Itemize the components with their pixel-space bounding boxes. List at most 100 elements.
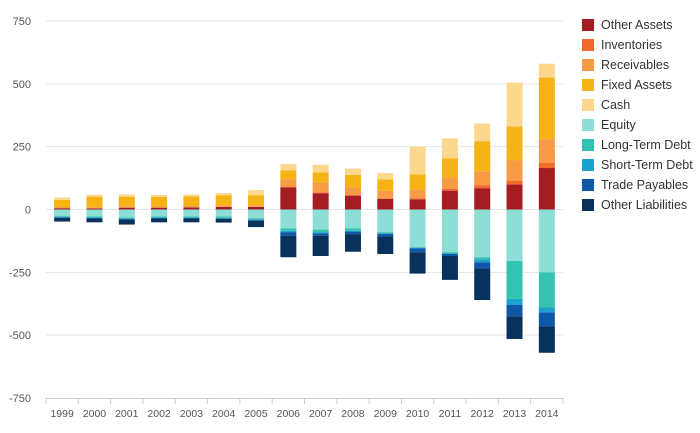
bar-segment — [215, 216, 232, 218]
bar-segment — [474, 123, 491, 142]
bar-segment — [280, 186, 297, 188]
bar-segment — [474, 259, 491, 263]
bar-segment — [506, 126, 523, 161]
legend-item[interactable]: Inventories — [582, 35, 693, 55]
bar-segment — [118, 206, 135, 208]
bar-segment — [54, 197, 71, 200]
x-tick-label: 2005 — [244, 408, 268, 420]
bar-segment — [506, 316, 523, 339]
bar-segment — [248, 209, 265, 219]
legend-item[interactable]: Receivables — [582, 55, 693, 75]
bar-segment — [183, 205, 200, 208]
legend-swatch — [582, 199, 594, 211]
bar-segment — [280, 235, 297, 258]
bar-segment — [409, 199, 426, 210]
bar-segment — [474, 209, 491, 258]
bar-segment — [151, 209, 168, 217]
legend-item[interactable]: Other Liabilities — [582, 195, 693, 215]
legend-item[interactable]: Equity — [582, 115, 693, 135]
bar-segment — [377, 236, 394, 254]
bar-segment — [474, 171, 491, 186]
legend-label: Short-Term Debt — [601, 158, 693, 172]
bar-segment — [377, 190, 394, 199]
x-tick-label: 2003 — [180, 408, 204, 420]
legend-label: Cash — [601, 98, 631, 112]
bar-segment — [377, 232, 394, 234]
bar-segment — [312, 233, 329, 236]
bar-segment — [538, 168, 555, 210]
x-tick-label: 2002 — [147, 408, 171, 420]
legend-swatch — [582, 99, 594, 111]
bar-segment — [409, 209, 426, 248]
bar-segment — [86, 216, 103, 218]
bar-segment — [151, 207, 168, 210]
bar-segment — [474, 268, 491, 300]
legend-label: Other Assets — [601, 18, 673, 32]
bar-segment — [344, 234, 361, 252]
x-tick-label: 2006 — [277, 408, 301, 420]
bar-segment — [538, 312, 555, 327]
bar-segment — [151, 218, 168, 223]
bar-segment — [280, 187, 297, 210]
bar-segment — [312, 229, 329, 233]
bar-segment — [409, 247, 426, 248]
bar-segment — [248, 220, 265, 228]
legend-item[interactable]: Trade Payables — [582, 175, 693, 195]
bar-segment — [280, 179, 297, 187]
bar-segment — [344, 209, 361, 229]
bar-segment — [118, 207, 135, 210]
bar-segment — [441, 177, 458, 189]
legend-label: Long-Term Debt — [601, 138, 691, 152]
y-tick-label: -250 — [9, 267, 31, 279]
bar-segment — [506, 180, 523, 185]
bar-segment — [280, 209, 297, 229]
bar-segment — [312, 209, 329, 230]
legend-item[interactable]: Cash — [582, 95, 693, 115]
y-tick-label: -500 — [9, 330, 31, 342]
x-tick-label: 2009 — [374, 408, 398, 420]
legend-swatch — [582, 179, 594, 191]
bar-segment — [474, 188, 491, 210]
bar-segment — [86, 196, 103, 208]
bar-segment — [86, 207, 103, 209]
bar-segment — [344, 187, 361, 195]
bar-segment — [54, 209, 71, 216]
x-tick-label: 2014 — [535, 408, 559, 420]
bar-segment — [151, 206, 168, 208]
bar-segment — [344, 194, 361, 196]
bar-segment — [280, 230, 297, 233]
bar-segment — [215, 218, 232, 219]
bar-segment — [409, 174, 426, 190]
legend-item[interactable]: Short-Term Debt — [582, 155, 693, 175]
bar-segment — [248, 206, 265, 210]
bar-segment — [118, 218, 135, 220]
x-tick-label: 2008 — [341, 408, 365, 420]
bar-segment — [248, 218, 265, 220]
x-tick-label: 2012 — [471, 408, 495, 420]
x-tick-label: 2010 — [406, 408, 430, 420]
bar-segment — [538, 209, 555, 273]
bar-segment — [538, 326, 555, 353]
bar-segment — [538, 272, 555, 308]
bar-segment — [377, 198, 394, 199]
bar-segment — [215, 206, 232, 210]
bar-segment — [344, 231, 361, 235]
legend-item[interactable]: Other Assets — [582, 15, 693, 35]
x-tick-label: 2004 — [212, 408, 236, 420]
x-tick-label: 2000 — [83, 408, 107, 420]
legend-item[interactable]: Long-Term Debt — [582, 135, 693, 155]
legend-item[interactable]: Fixed Assets — [582, 75, 693, 95]
bar-segment — [312, 164, 329, 173]
bar-segment — [248, 195, 265, 206]
legend-label: Trade Payables — [601, 178, 689, 192]
bar-segment — [183, 218, 200, 223]
bar-segment — [377, 233, 394, 234]
bar-segment — [151, 196, 168, 207]
y-tick-label: 250 — [13, 142, 31, 154]
bar-segment — [151, 216, 168, 218]
bar-segment — [54, 217, 71, 222]
bar-segment — [506, 209, 523, 262]
x-tick-label: 2001 — [115, 408, 139, 420]
bar-segment — [538, 77, 555, 140]
bar-segment — [54, 206, 71, 208]
